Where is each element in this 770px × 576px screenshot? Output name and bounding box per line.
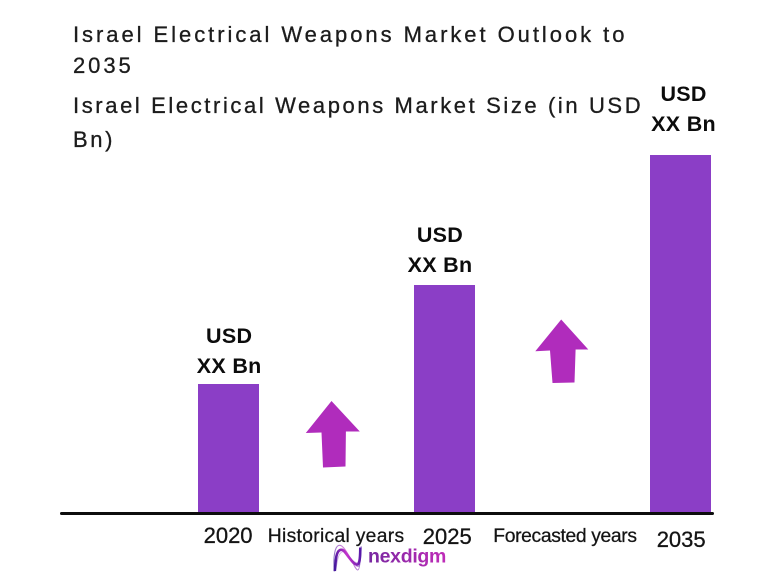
svg-text:nexdigm: nexdigm [368, 545, 446, 567]
